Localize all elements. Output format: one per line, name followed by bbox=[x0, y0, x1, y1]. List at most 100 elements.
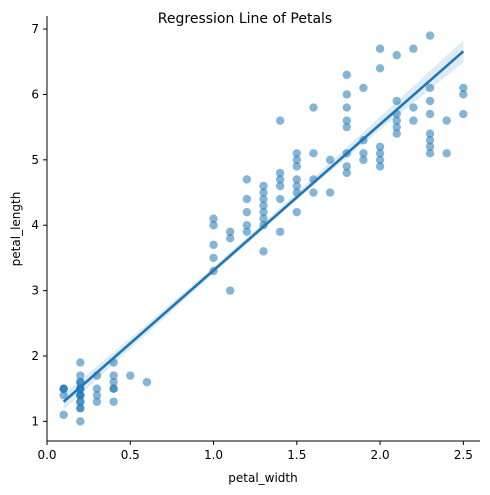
data-point bbox=[209, 240, 218, 250]
data-point bbox=[275, 116, 285, 125]
y-axis-label: petal_length bbox=[9, 192, 23, 267]
regression-line bbox=[62, 50, 465, 403]
data-point bbox=[275, 194, 285, 204]
data-point bbox=[59, 410, 68, 420]
data-point bbox=[92, 397, 102, 406]
data-point bbox=[425, 31, 435, 40]
data-point bbox=[92, 384, 102, 393]
data-point bbox=[392, 96, 401, 106]
data-point bbox=[359, 83, 368, 93]
data-point bbox=[259, 181, 268, 191]
data-point bbox=[259, 188, 268, 197]
data-point bbox=[259, 207, 268, 217]
data-point bbox=[242, 207, 252, 217]
data-point bbox=[459, 83, 468, 93]
data-point bbox=[275, 175, 285, 184]
data-point bbox=[309, 149, 318, 158]
data-point bbox=[309, 103, 318, 112]
data-point bbox=[259, 194, 268, 204]
data-point bbox=[459, 90, 468, 99]
data-point bbox=[275, 227, 285, 236]
data-point bbox=[342, 122, 351, 132]
data-point bbox=[375, 44, 385, 53]
data-point bbox=[292, 181, 302, 191]
data-point bbox=[375, 142, 385, 151]
data-point bbox=[359, 155, 368, 165]
y-tick-label: 2 bbox=[31, 349, 39, 363]
data-point bbox=[242, 194, 252, 204]
data-point bbox=[342, 168, 351, 178]
data-point bbox=[425, 149, 435, 158]
x-ticks: 0.0 0.5 1.0 1.5 2.0 2.5 bbox=[37, 441, 473, 462]
data-point bbox=[225, 227, 235, 236]
data-point bbox=[309, 188, 318, 197]
data-point bbox=[76, 404, 85, 413]
data-point bbox=[425, 83, 435, 93]
data-point bbox=[292, 175, 302, 184]
data-point bbox=[375, 162, 385, 171]
data-point bbox=[392, 116, 401, 125]
data-point bbox=[109, 384, 118, 393]
data-point bbox=[275, 181, 285, 191]
data-point bbox=[242, 175, 252, 184]
y-tick-label: 3 bbox=[31, 284, 39, 298]
data-point bbox=[375, 155, 385, 165]
data-point bbox=[76, 397, 85, 406]
x-tick-label: 0.0 bbox=[37, 448, 56, 462]
data-point bbox=[109, 371, 118, 380]
x-tick-label: 1.5 bbox=[287, 448, 306, 462]
data-point bbox=[292, 149, 302, 158]
x-tick-label: 2.5 bbox=[454, 448, 473, 462]
data-point bbox=[425, 96, 435, 106]
data-point bbox=[225, 286, 235, 295]
data-point bbox=[292, 155, 302, 165]
data-point bbox=[259, 214, 268, 223]
data-point bbox=[76, 391, 85, 400]
y-tick-label: 4 bbox=[31, 218, 39, 232]
plot-area bbox=[59, 31, 468, 426]
data-point bbox=[59, 391, 68, 400]
x-axis-label: petal_width bbox=[228, 471, 297, 485]
data-point bbox=[292, 162, 302, 171]
data-point bbox=[259, 247, 268, 256]
data-point bbox=[425, 109, 435, 119]
data-point bbox=[459, 109, 468, 119]
chart-title: Regression Line of Petals bbox=[158, 11, 332, 27]
data-point bbox=[409, 103, 418, 112]
data-point bbox=[109, 397, 118, 406]
data-point bbox=[392, 51, 401, 60]
y-tick-label: 1 bbox=[31, 414, 39, 428]
x-tick-label: 1.0 bbox=[204, 448, 223, 462]
data-point bbox=[242, 221, 252, 230]
y-tick-label: 5 bbox=[31, 153, 39, 167]
data-point bbox=[409, 44, 418, 53]
data-point bbox=[442, 116, 451, 125]
x-tick-label: 0.5 bbox=[121, 448, 140, 462]
y-tick-label: 7 bbox=[31, 22, 39, 36]
data-point bbox=[409, 116, 418, 125]
data-point bbox=[109, 377, 118, 387]
data-point bbox=[425, 136, 435, 145]
data-point bbox=[126, 371, 135, 380]
data-point bbox=[76, 371, 85, 380]
data-point bbox=[425, 129, 435, 138]
data-point bbox=[392, 122, 401, 132]
y-ticks: 1 2 3 4 5 6 7 bbox=[31, 22, 47, 428]
data-point bbox=[325, 188, 335, 197]
data-point bbox=[342, 70, 351, 80]
y-tick-label: 6 bbox=[31, 87, 39, 101]
data-point bbox=[59, 384, 68, 393]
data-point bbox=[292, 207, 302, 217]
data-point bbox=[375, 64, 385, 73]
data-point bbox=[325, 155, 335, 165]
data-point bbox=[342, 116, 351, 125]
x-tick-label: 2.0 bbox=[371, 448, 390, 462]
data-point bbox=[375, 149, 385, 158]
data-point bbox=[425, 142, 435, 151]
data-point bbox=[242, 227, 252, 236]
data-point bbox=[209, 214, 218, 223]
data-point bbox=[392, 129, 401, 138]
data-point bbox=[275, 168, 285, 178]
